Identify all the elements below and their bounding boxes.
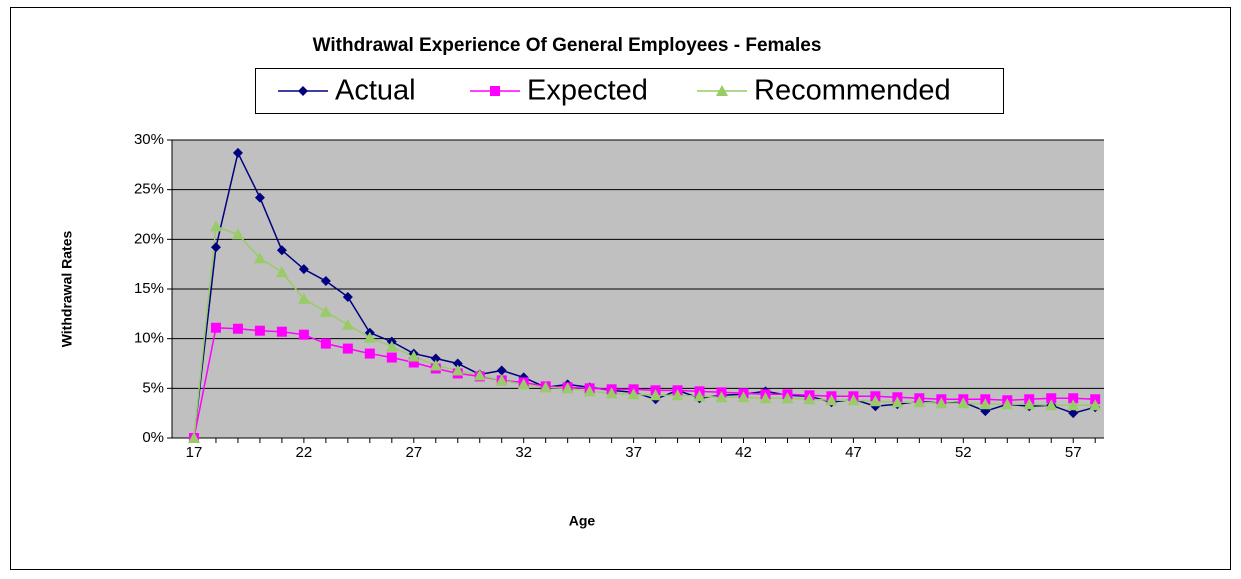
data-point xyxy=(297,292,310,304)
legend-marker xyxy=(298,86,308,96)
data-point xyxy=(1001,398,1014,410)
x-tick-label: 27 xyxy=(405,444,422,461)
data-point xyxy=(451,364,464,376)
data-point xyxy=(210,322,221,333)
x-tick-label: 17 xyxy=(186,444,203,461)
y-tick-label: 5% xyxy=(142,379,164,396)
x-tick-label: 22 xyxy=(296,444,313,461)
data-point xyxy=(737,391,750,403)
legend xyxy=(255,68,1004,114)
data-point xyxy=(210,242,221,253)
legend-label: Recommended xyxy=(754,75,951,107)
y-tick-label: 25% xyxy=(134,181,164,198)
data-point xyxy=(473,369,486,381)
data-point xyxy=(869,395,882,407)
data-point xyxy=(627,388,640,400)
data-point xyxy=(408,357,419,368)
data-point xyxy=(232,323,243,334)
data-point xyxy=(517,378,530,390)
y-tick-label: 0% xyxy=(142,429,164,446)
data-point xyxy=(803,393,816,405)
y-tick-label: 30% xyxy=(134,131,164,148)
data-point xyxy=(847,394,860,406)
data-point xyxy=(276,245,287,256)
data-point xyxy=(320,338,331,349)
data-point xyxy=(1023,398,1036,410)
data-point xyxy=(583,385,596,397)
y-tick-label: 15% xyxy=(134,280,164,297)
data-point xyxy=(254,192,265,203)
data-point xyxy=(342,343,353,354)
data-point xyxy=(363,331,376,343)
data-point xyxy=(385,340,398,352)
data-point xyxy=(276,326,287,337)
chart-title: Withdrawal Experience Of General Employe… xyxy=(313,35,822,56)
data-point xyxy=(781,392,794,404)
data-point xyxy=(341,318,354,330)
x-tick-label: 57 xyxy=(1065,444,1082,461)
data-point xyxy=(1068,393,1079,404)
data-point xyxy=(693,390,706,402)
legend-marker xyxy=(716,85,728,96)
data-point xyxy=(298,264,309,275)
legend-label: Expected xyxy=(527,75,648,107)
data-point xyxy=(561,382,574,394)
data-point xyxy=(759,392,772,404)
data-point xyxy=(342,291,353,302)
data-point xyxy=(429,359,442,371)
data-point xyxy=(319,305,332,317)
data-point xyxy=(253,252,266,264)
data-point xyxy=(320,276,331,287)
data-point xyxy=(913,396,926,408)
data-point xyxy=(979,398,992,410)
y-tick-label: 20% xyxy=(134,230,164,247)
data-point xyxy=(825,394,838,406)
data-point xyxy=(495,374,508,386)
legend-marker xyxy=(490,86,500,96)
data-point xyxy=(496,365,507,376)
y-tick-label: 10% xyxy=(134,330,164,347)
x-tick-label: 32 xyxy=(515,444,532,461)
data-point xyxy=(452,358,463,369)
x-tick-label: 52 xyxy=(955,444,972,461)
data-point xyxy=(275,266,288,278)
data-point xyxy=(386,352,397,363)
data-point xyxy=(1046,393,1057,404)
data-point xyxy=(232,147,243,158)
data-point xyxy=(891,396,904,408)
data-point xyxy=(231,228,244,240)
data-point xyxy=(187,432,200,443)
data-point xyxy=(1067,399,1080,411)
data-point xyxy=(935,397,948,409)
data-point xyxy=(715,391,728,403)
data-point xyxy=(298,329,309,340)
x-tick-label: 42 xyxy=(735,444,752,461)
x-axis-label: Age xyxy=(569,513,596,529)
data-point xyxy=(649,389,662,401)
data-point xyxy=(364,348,375,359)
y-axis-label: Withdrawal Rates xyxy=(59,231,75,348)
data-point xyxy=(254,325,265,336)
data-point xyxy=(430,353,441,364)
data-point xyxy=(539,381,552,393)
data-point xyxy=(605,387,618,399)
data-point xyxy=(1045,399,1058,411)
data-point xyxy=(1089,399,1102,411)
data-point xyxy=(407,350,420,362)
legend-label: Actual xyxy=(335,75,416,107)
data-point xyxy=(1068,408,1079,419)
data-point xyxy=(957,397,970,409)
data-point xyxy=(671,389,684,401)
x-tick-label: 37 xyxy=(625,444,642,461)
data-point xyxy=(209,220,222,232)
x-tick-label: 47 xyxy=(845,444,862,461)
